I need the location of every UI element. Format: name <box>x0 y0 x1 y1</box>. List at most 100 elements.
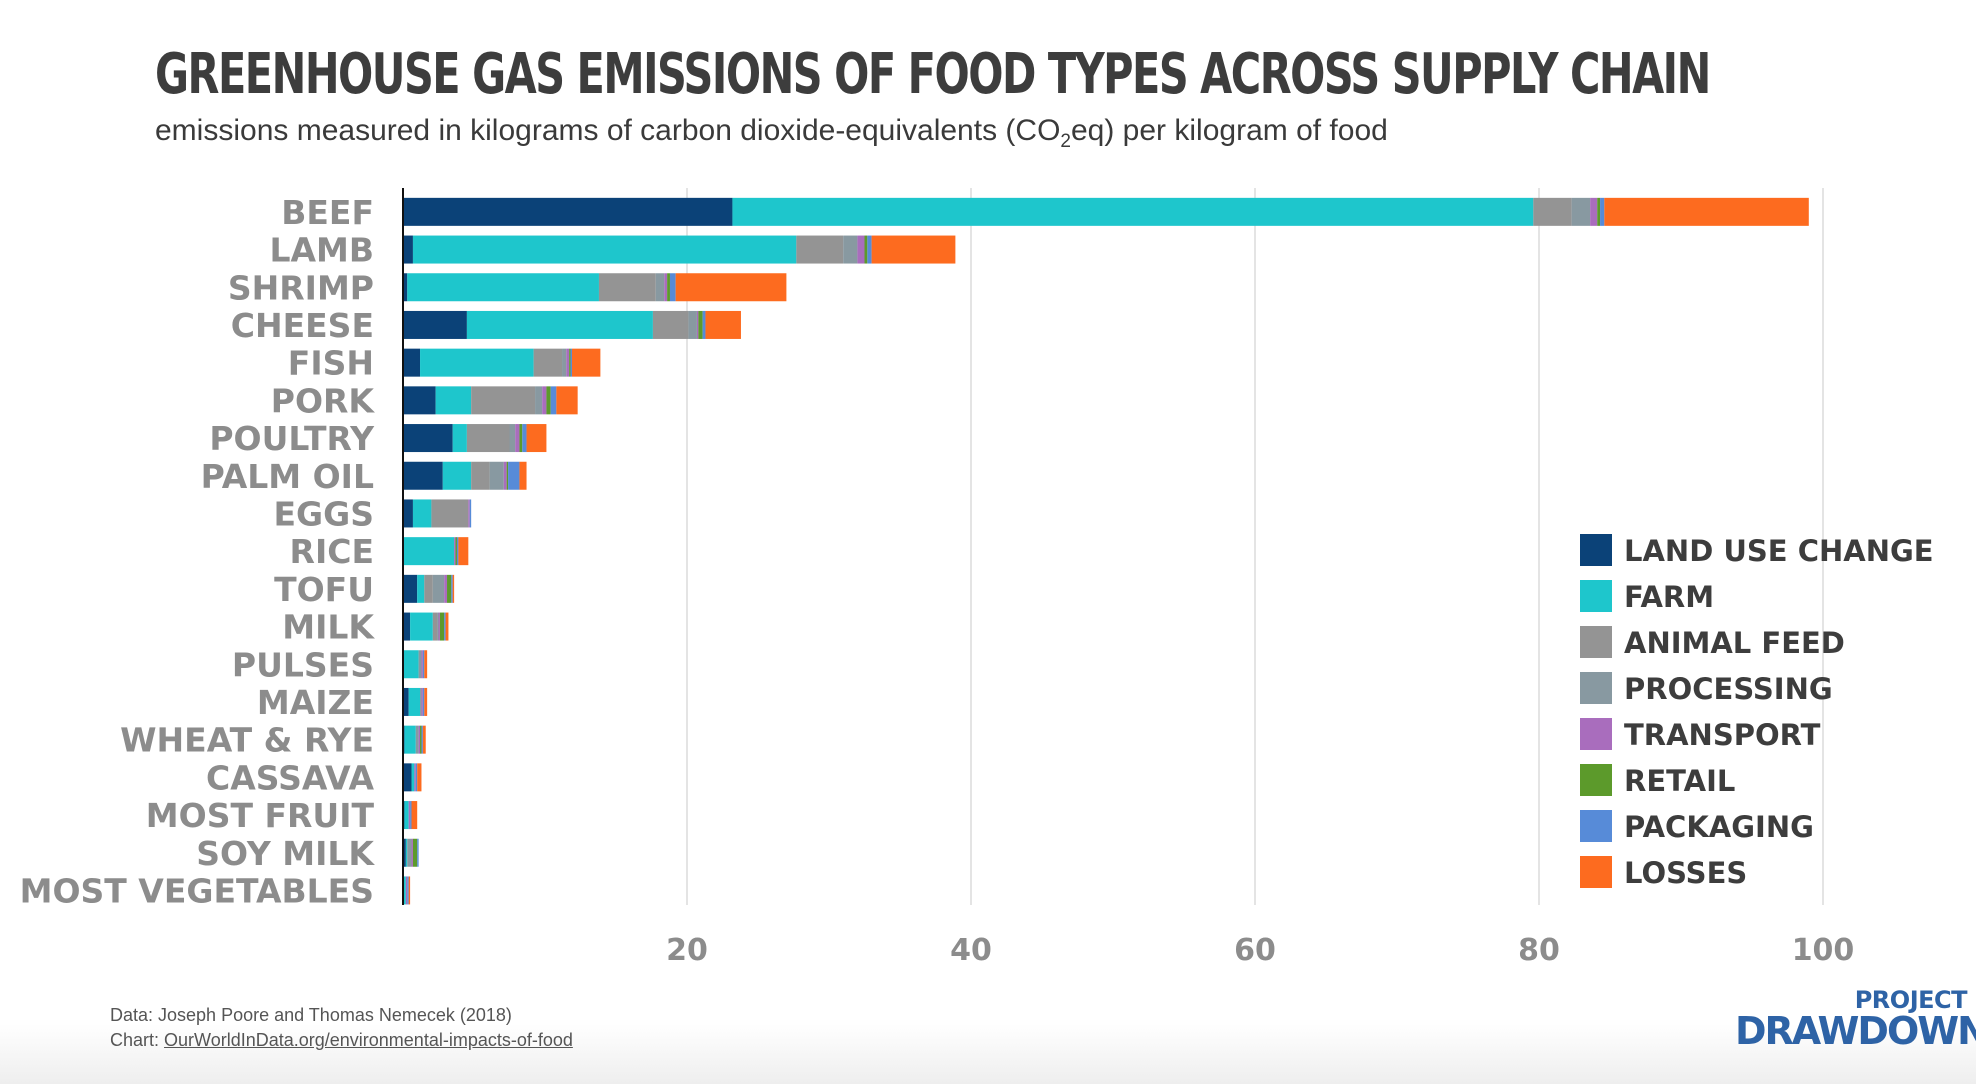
logo-top-text: PROJECT <box>1854 986 1968 1014</box>
segment-wheat-and-rye-farm <box>404 725 416 754</box>
bar-poultry <box>403 424 547 453</box>
segment-tofu-land-use-change <box>403 574 418 603</box>
segment-lamb-retail <box>864 235 868 264</box>
segment-pulses-packaging <box>422 650 425 679</box>
logo-bottom-text: DRAWDOWN <box>1735 1009 1976 1053</box>
bar-lamb <box>403 235 956 264</box>
chart-source-link[interactable]: OurWorldInData.org/environmental-impacts… <box>164 1030 573 1050</box>
tick-label-40: 40 <box>950 933 992 968</box>
segment-lamb-processing <box>843 235 858 264</box>
segment-maize-farm <box>408 687 421 716</box>
segment-maize-processing <box>420 687 422 716</box>
segment-shrimp-losses <box>675 273 787 302</box>
subtitle-before: emissions measured in kilograms of carbo… <box>155 114 1061 147</box>
segment-maize-losses <box>424 687 428 716</box>
category-label-soy-milk: SOY MILK <box>196 834 375 873</box>
segment-rice-packaging <box>456 537 459 566</box>
segment-beef-losses <box>1604 197 1809 226</box>
category-label-pork: PORK <box>271 381 376 420</box>
legend-swatch-packaging <box>1580 810 1612 842</box>
segment-tofu-transport <box>444 574 448 603</box>
segment-lamb-packaging <box>867 235 872 264</box>
gridlines <box>686 188 1824 905</box>
segment-beef-animal-feed <box>1533 197 1572 226</box>
bar-cassava <box>403 763 422 792</box>
segment-milk-farm <box>410 612 433 641</box>
segment-tofu-losses <box>452 574 455 603</box>
segment-maize-transport <box>421 687 423 716</box>
segment-wheat-and-rye-transport <box>418 725 421 754</box>
segment-shrimp-processing <box>655 273 665 302</box>
segment-cassava-farm <box>411 763 415 792</box>
segment-palm-oil-processing <box>489 461 504 490</box>
segment-milk-land-use-change <box>403 612 411 641</box>
bar-palm-oil <box>403 461 527 490</box>
segment-most-vegetables-transport <box>405 876 408 905</box>
legend-item-animal-feed: ANIMAL FEED <box>1580 626 1845 660</box>
segment-shrimp-farm <box>407 273 599 302</box>
legend-item-packaging: PACKAGING <box>1580 810 1814 844</box>
bar-milk <box>403 612 449 641</box>
category-label-eggs: EGGS <box>274 494 374 533</box>
segment-pork-retail <box>546 386 551 415</box>
segment-most-fruit-packaging <box>410 801 412 830</box>
segment-cheese-retail <box>698 310 703 339</box>
category-label-milk: MILK <box>282 608 375 647</box>
segment-pulses-farm <box>403 650 419 679</box>
legend-item-land-use-change: LAND USE CHANGE <box>1580 534 1934 568</box>
legend-label-retail: RETAIL <box>1624 764 1735 798</box>
category-label-maize: MAIZE <box>257 683 374 722</box>
segment-pork-farm <box>435 386 472 415</box>
legend-label-processing: PROCESSING <box>1624 672 1833 706</box>
segment-fish-transport <box>566 348 570 377</box>
segment-shrimp-transport <box>664 273 668 302</box>
segment-fish-packaging <box>570 348 572 377</box>
segment-cheese-transport <box>696 310 699 339</box>
legend: LAND USE CHANGE FARM ANIMAL FEED PROCESSING… <box>1580 534 1934 890</box>
segment-pulses-losses <box>424 650 428 679</box>
segment-fish-losses <box>571 348 601 377</box>
segment-soy-milk-land-use-change <box>403 838 406 867</box>
legend-label-farm: FARM <box>1624 580 1714 614</box>
category-label-poultry: POULTRY <box>209 419 375 458</box>
legend-item-processing: PROCESSING <box>1580 672 1833 706</box>
segment-wheat-and-rye-retail <box>420 725 422 754</box>
data-source-line: Data: Joseph Poore and Thomas Nemecek (2… <box>110 1005 512 1025</box>
segment-soy-milk-transport <box>411 838 413 867</box>
bar-pulses <box>403 650 428 679</box>
legend-label-packaging: PACKAGING <box>1624 810 1814 844</box>
segment-poultry-transport <box>515 424 520 453</box>
legend-swatch-farm <box>1580 580 1612 612</box>
subtitle-after: eq) per kilogram of food <box>1070 114 1388 147</box>
segment-wheat-and-rye-losses <box>422 725 426 754</box>
segment-fish-animal-feed <box>533 348 563 377</box>
legend-swatch-animal-feed <box>1580 626 1612 658</box>
segment-poultry-retail <box>519 424 523 453</box>
segment-beef-land-use-change <box>403 197 733 226</box>
legend-label-animal-feed: ANIMAL FEED <box>1624 626 1845 660</box>
segment-most-vegetables-packaging <box>407 876 409 905</box>
legend-item-retail: RETAIL <box>1580 764 1735 798</box>
bar-maize <box>403 687 428 716</box>
segment-rice-losses <box>458 537 469 566</box>
segment-eggs-transport <box>468 499 470 528</box>
segment-soy-milk-farm <box>405 838 408 867</box>
segment-palm-oil-animal-feed <box>471 461 490 490</box>
segment-eggs-packaging <box>469 499 472 528</box>
legend-item-farm: FARM <box>1580 580 1714 614</box>
legend-swatch-losses <box>1580 856 1612 888</box>
segment-tofu-packaging <box>451 574 453 603</box>
segment-poultry-land-use-change <box>403 424 453 453</box>
bars <box>403 197 1809 905</box>
legend-item-transport: TRANSPORT <box>1580 718 1821 752</box>
legend-swatch-retail <box>1580 764 1612 796</box>
segment-fish-processing <box>562 348 567 377</box>
tick-label-20: 20 <box>666 933 708 968</box>
segment-cheese-animal-feed <box>652 310 689 339</box>
segment-cassava-losses <box>417 763 422 792</box>
category-label-lamb: LAMB <box>269 231 374 270</box>
tick-label-80: 80 <box>1518 933 1560 968</box>
segment-most-fruit-transport <box>408 801 411 830</box>
segment-lamb-losses <box>871 235 956 264</box>
category-label-fish: FISH <box>288 344 374 383</box>
